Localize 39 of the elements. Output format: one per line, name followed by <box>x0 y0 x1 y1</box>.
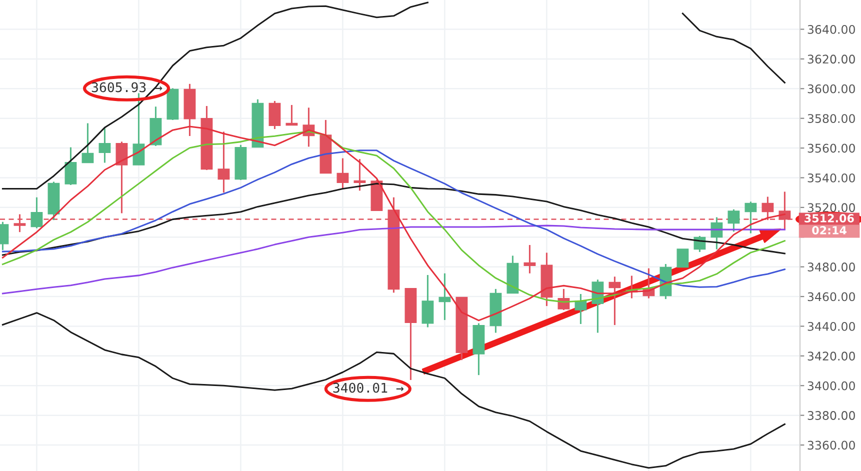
y-tick-label: 3360.00 <box>808 440 855 450</box>
y-tick-label: 3520.00 <box>808 203 855 212</box>
y-tick-label: 3620.00 <box>808 54 855 64</box>
candlestick <box>524 244 536 274</box>
candlestick <box>218 130 230 194</box>
y-tick-label: 3640.00 <box>808 24 855 34</box>
candlestick <box>98 128 111 164</box>
candlestick <box>82 122 94 164</box>
candlestick <box>64 146 77 186</box>
candlestick <box>422 274 434 328</box>
candlestick <box>728 208 740 232</box>
annotation: 3605.93 → <box>92 82 162 92</box>
y-tick-label: 3580.00 <box>808 114 855 123</box>
candlestick <box>354 158 366 192</box>
candlestick <box>336 158 349 190</box>
line-series <box>2 312 786 469</box>
candlestick <box>676 248 689 268</box>
y-tick-label: 3560.00 <box>808 144 855 153</box>
candlestick <box>116 140 128 214</box>
y-tick-label: 3600.00 <box>808 84 855 94</box>
candlestick <box>268 100 281 130</box>
y-tick-label: 3440.00 <box>808 322 855 331</box>
y-tick-label: 3460.00 <box>808 292 855 302</box>
y-tick-label: 3420.00 <box>808 352 855 361</box>
line-series <box>2 182 786 256</box>
y-tick-label: 3400.00 <box>808 381 855 390</box>
y-tick-label: 3480.00 <box>808 262 855 272</box>
candlestick <box>574 293 587 325</box>
line-series <box>2 150 786 288</box>
text: 02:14 <box>812 226 846 234</box>
candlestick <box>608 276 621 326</box>
y-tick-label: 3540.00 <box>808 173 855 182</box>
annotation: 3400.01 → <box>333 382 404 393</box>
candlestick <box>30 196 43 229</box>
y-tick-label: 3380.00 <box>808 411 855 420</box>
candlestick <box>132 92 145 166</box>
candlestick <box>438 272 451 321</box>
ref-line-label: 3512.06 <box>804 214 854 222</box>
candlestick <box>744 200 757 234</box>
